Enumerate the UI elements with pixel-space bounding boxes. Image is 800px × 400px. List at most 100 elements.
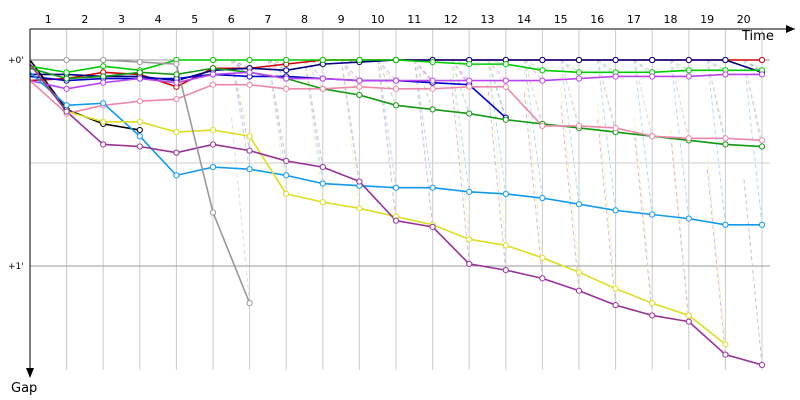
data-point [209, 71, 217, 78]
pit-stop-line [560, 59, 580, 205]
data-point [612, 56, 619, 64]
data-point [319, 75, 326, 82]
data-point [466, 188, 473, 195]
x-tick-label: 16 [590, 13, 604, 26]
data-point [356, 205, 363, 212]
data-point [209, 209, 217, 216]
pit-stop-line [523, 59, 543, 127]
pit-stop-line [450, 59, 470, 88]
data-point [356, 56, 363, 64]
data-point [63, 85, 70, 92]
data-point [685, 67, 692, 74]
data-point [612, 207, 619, 214]
pit-stop-line [414, 59, 434, 110]
x-tick-label: 12 [444, 13, 458, 26]
pit-stop-line [523, 59, 543, 199]
data-point [246, 81, 253, 88]
pit-stop-line [304, 59, 324, 90]
y-axis-title: Gap [11, 381, 37, 396]
pit-stop-line [487, 59, 507, 88]
pit-stop-line [633, 129, 653, 316]
data-point [136, 69, 143, 76]
pit-stop-line [706, 59, 726, 139]
pit-stop-line [267, 59, 287, 176]
x-tick-label: 19 [700, 13, 714, 26]
data-point [575, 56, 583, 64]
x-tick-label: 20 [737, 13, 751, 26]
data-point [758, 221, 766, 228]
data-point [173, 149, 180, 156]
x-tick-label: 13 [481, 13, 495, 26]
data-point [63, 102, 70, 109]
pit-stop-line [341, 59, 360, 81]
pit-stop-line [633, 59, 653, 77]
x-axis-arrow-icon [786, 25, 795, 33]
data-point [575, 201, 583, 208]
data-point [685, 135, 692, 142]
pit-stop-line [487, 84, 507, 271]
x-tick-label: 9 [338, 13, 345, 26]
data-point [539, 67, 546, 74]
data-point [136, 126, 143, 134]
pit-stop-line [450, 59, 470, 240]
data-point [539, 194, 546, 202]
data-point [319, 56, 326, 64]
data-point [649, 133, 656, 140]
data-point [612, 73, 619, 80]
pit-stop-line [231, 59, 251, 137]
data-point [100, 56, 107, 64]
data-point [392, 184, 400, 191]
pit-stop-line [450, 59, 470, 81]
pit-stop-line [560, 59, 580, 127]
data-point [173, 172, 180, 179]
data-point [649, 312, 656, 319]
data-point [722, 141, 729, 148]
data-point [429, 77, 436, 84]
pit-stop-line [231, 59, 250, 69]
data-point [758, 137, 766, 144]
data-point [539, 77, 546, 84]
data-point [136, 58, 143, 66]
data-point [649, 211, 656, 218]
data-point [429, 58, 436, 66]
data-point [63, 56, 70, 64]
pit-stop-line [597, 59, 617, 129]
x-tick-label: 15 [554, 13, 568, 26]
data-point [502, 83, 509, 90]
pit-stop-line [707, 59, 726, 71]
pit-stop-line [670, 136, 690, 322]
pit-stop-line [597, 103, 617, 289]
data-point [758, 56, 766, 64]
pit-stop-line [267, 59, 287, 90]
pit-stop-line [597, 59, 617, 133]
pit-stop-line [524, 59, 543, 81]
data-point [539, 254, 546, 261]
pit-stop-line [706, 59, 726, 145]
data-point [173, 71, 180, 78]
pit-stop-line [743, 59, 763, 71]
pit-stop-line [414, 59, 434, 90]
data-point [502, 242, 509, 249]
x-tick-label: 1 [45, 13, 52, 26]
data-point [283, 67, 290, 74]
x-tick-label: 7 [264, 13, 271, 26]
data-point [136, 133, 143, 140]
pit-stop-line [450, 78, 470, 264]
x-tick-label: 5 [191, 13, 198, 26]
data-point [502, 77, 509, 84]
data-point [209, 56, 217, 64]
x-tick-label: 3 [118, 13, 125, 26]
data-point [539, 56, 546, 64]
series-line [29, 63, 726, 345]
pit-stop-line [524, 59, 543, 71]
pit-stop-lines [231, 59, 763, 365]
data-point [466, 61, 473, 68]
x-tick-label: 6 [228, 13, 235, 26]
pit-stop-line [560, 59, 580, 73]
data-point [429, 85, 436, 92]
data-point [356, 77, 363, 84]
data-point [575, 122, 583, 130]
data-point [319, 180, 326, 187]
pit-stop-line [670, 59, 690, 141]
